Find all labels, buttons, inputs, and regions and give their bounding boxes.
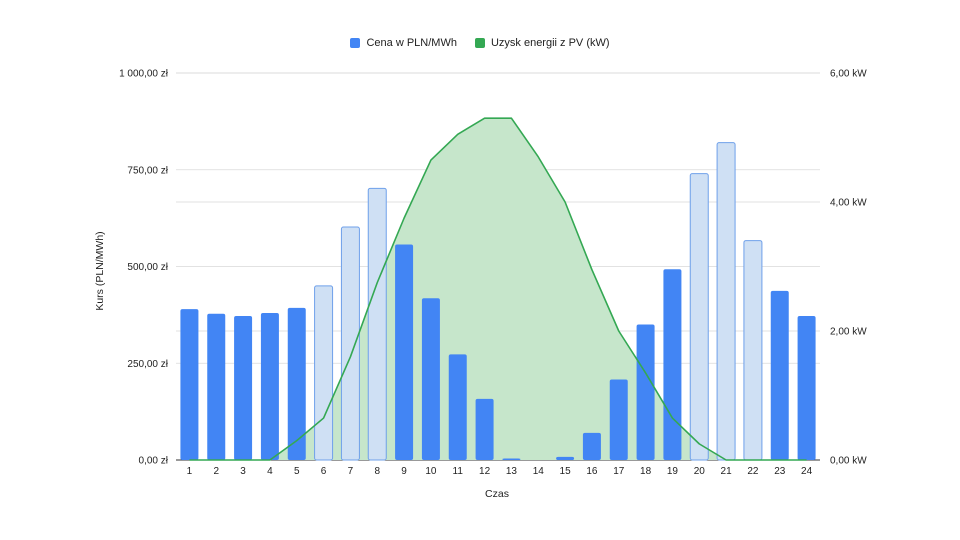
x-tick-label: 18 [640, 466, 652, 477]
x-tick-label: 3 [240, 466, 246, 477]
x-tick-label: 9 [401, 466, 407, 477]
x-tick-label: 13 [506, 466, 518, 477]
price-bar [234, 316, 253, 460]
legend-label-price: Cena w PLN/MWh [366, 37, 457, 49]
price-bar [180, 309, 199, 460]
pv-line [189, 117, 807, 461]
y-right-tick-label: 2,00 kW [830, 327, 867, 338]
x-tick-label: 20 [694, 466, 706, 477]
y-left-tick-label: 250,00 zł [127, 359, 168, 370]
price-bar [260, 312, 279, 460]
y-right-tick-label: 6,00 kW [830, 69, 867, 80]
legend-item-pv[interactable]: Uzysk energii z PV (kW) [474, 37, 610, 49]
x-tick-label: 17 [613, 466, 625, 477]
price-bar [663, 269, 682, 460]
price-bar [207, 313, 226, 460]
x-tick-label: 14 [533, 466, 545, 477]
y-right-tick-label: 0,00 kW [830, 456, 867, 467]
x-tick-label: 2 [213, 466, 219, 477]
price-bar [743, 240, 763, 461]
x-tick-label: 19 [667, 466, 679, 477]
x-tick-label: 7 [348, 466, 354, 477]
price-bar [797, 316, 816, 460]
x-tick-label: 24 [801, 466, 813, 477]
x-tick-label: 1 [187, 466, 193, 477]
legend-label-pv: Uzysk energii z PV (kW) [490, 37, 610, 49]
x-tick-label: 21 [721, 466, 733, 477]
price-bar [556, 456, 575, 460]
price-bar [636, 324, 655, 460]
x-tick-label: 12 [479, 466, 491, 477]
x-tick-label: 23 [774, 466, 786, 477]
axes: 0,00 zł 250,00 zł 500,00 zł 750,00 zł 1 000,… [119, 69, 867, 478]
price-bar [716, 142, 736, 461]
y-left-tick-label: 1 000,00 zł [119, 69, 169, 80]
x-tick-label: 8 [374, 466, 380, 477]
y-axis-title: Kurs (PLN/MWh) [94, 231, 106, 310]
y-left-tick-label: 750,00 zł [127, 165, 168, 176]
x-tick-label: 10 [425, 466, 437, 477]
legend-item-price[interactable]: Cena w PLN/MWh [350, 37, 457, 49]
price-bar [448, 354, 467, 460]
x-tick-label: 16 [586, 466, 598, 477]
price-bar-series [180, 117, 816, 461]
price-bar [609, 379, 628, 460]
chart-legend: Cena w PLN/MWh Uzysk energii z PV (kW) [0, 37, 960, 49]
price-bar [502, 458, 521, 460]
price-bar [287, 307, 306, 460]
y-left-tick-label: 0,00 zł [139, 456, 169, 467]
legend-swatch-price [350, 38, 361, 48]
x-tick-label: 5 [294, 466, 300, 477]
x-tick-label: 6 [321, 466, 327, 477]
price-bar [770, 290, 789, 460]
x-axis-title: Czas [485, 488, 509, 500]
price-bar [367, 187, 387, 461]
price-bar [475, 398, 494, 460]
x-tick-label: 4 [267, 466, 273, 477]
price-bar [689, 173, 709, 461]
price-bar [340, 226, 360, 461]
price-bar [395, 244, 414, 460]
price-bar [582, 432, 601, 460]
price-bar [421, 298, 440, 460]
legend-swatch-pv [474, 38, 485, 48]
x-tick-label: 11 [453, 466, 464, 477]
y-left-tick-label: 500,00 zł [127, 262, 168, 273]
y-right-tick-label: 4,00 kW [830, 198, 867, 209]
price-bar [314, 285, 334, 461]
x-tick-label: 15 [560, 466, 572, 477]
x-tick-label: 22 [747, 466, 759, 477]
